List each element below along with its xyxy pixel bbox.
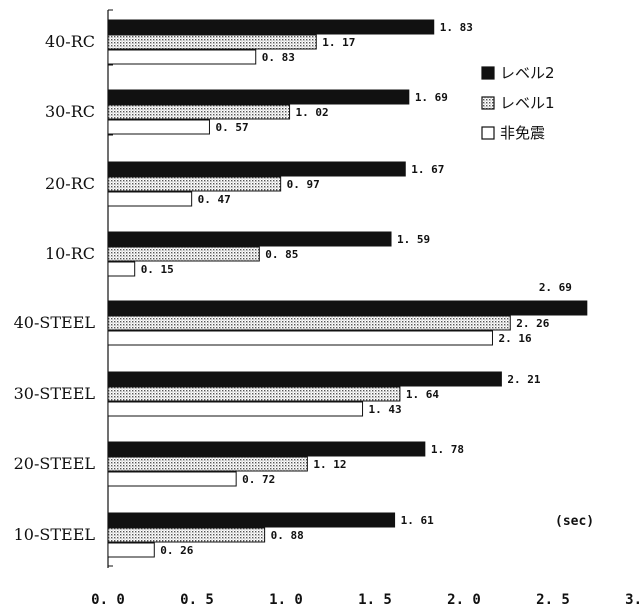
data-label: 0. 83 — [262, 51, 295, 64]
data-label: 1. 83 — [440, 21, 473, 34]
data-label: 1. 12 — [313, 458, 346, 471]
data-label: 0. 26 — [160, 544, 193, 557]
bar — [107, 386, 401, 402]
data-label: 1. 64 — [406, 388, 439, 401]
data-label: 2. 21 — [507, 373, 540, 386]
bar — [107, 300, 588, 316]
data-label: 0. 97 — [287, 178, 320, 191]
data-label: 1. 67 — [411, 163, 444, 176]
legend-swatch — [481, 126, 495, 140]
bars — [107, 19, 588, 558]
bar — [107, 104, 291, 120]
bar — [107, 330, 493, 346]
data-label: 2. 26 — [516, 317, 549, 330]
bar — [107, 176, 282, 192]
legend: レベル2 レベル1 非免震 — [481, 64, 555, 142]
bar — [107, 527, 266, 543]
bar — [107, 371, 502, 387]
x-tick-label: 1. 5 — [358, 592, 392, 608]
legend-label: レベル1 — [500, 94, 555, 112]
category-label: 20-STEEL — [14, 454, 96, 473]
data-label: 1. 78 — [431, 443, 464, 456]
data-label: 0. 88 — [271, 529, 304, 542]
category-label: 10-RC — [45, 244, 95, 263]
x-tick-label: 2. 5 — [536, 592, 570, 608]
bar — [107, 456, 308, 472]
bar — [107, 471, 237, 487]
data-label: 1. 43 — [369, 403, 402, 416]
bar — [107, 49, 257, 65]
bar — [107, 441, 426, 457]
labels: 40-RC 1. 83 1. 17 0. 83 30-RC 1. 69 1. 02 0. 57… — [14, 21, 572, 557]
bar — [107, 161, 406, 177]
data-label: 0. 72 — [242, 473, 275, 486]
bar — [107, 246, 260, 262]
category-label: 30-STEEL — [14, 384, 96, 403]
category-label: 20-RC — [45, 174, 95, 193]
legend-swatch — [481, 96, 495, 110]
data-label: 1. 02 — [296, 106, 329, 119]
data-label: 2. 69 — [539, 281, 572, 294]
data-label: 0. 85 — [265, 248, 298, 261]
x-tick-label: 3. 0 — [625, 592, 642, 608]
legend-label: レベル2 — [500, 64, 555, 82]
category-label: 40-RC — [45, 32, 95, 51]
data-label: 1. 61 — [401, 514, 434, 527]
data-label: 0. 47 — [198, 193, 231, 206]
axis: 0. 0 0. 5 1. 0 1. 5 2. 0 2. 5 3. 0 — [91, 9, 642, 608]
data-label: 1. 59 — [397, 233, 430, 246]
bar — [107, 401, 364, 417]
x-tick-label: 1. 0 — [269, 592, 303, 608]
legend-swatch — [481, 66, 495, 80]
bar — [107, 119, 210, 135]
data-label: 1. 69 — [415, 91, 448, 104]
category-label: 30-RC — [45, 102, 95, 121]
bar — [107, 315, 511, 331]
category-label: 10-STEEL — [14, 525, 96, 544]
bar — [107, 261, 136, 277]
x-tick-label: 0. 5 — [180, 592, 214, 608]
data-label: 1. 17 — [322, 36, 355, 49]
x-tick-label: 2. 0 — [447, 592, 481, 608]
bar — [107, 19, 435, 35]
x-tick-label: 0. 0 — [91, 592, 125, 608]
bar — [107, 542, 155, 558]
data-label: 0. 15 — [141, 263, 174, 276]
bar — [107, 231, 392, 247]
unit-label: (sec) — [555, 514, 594, 529]
category-label: 40-STEEL — [14, 313, 96, 332]
bar — [107, 512, 396, 528]
legend-label: 非免震 — [500, 124, 545, 142]
data-label: 0. 57 — [215, 121, 248, 134]
data-label: 2. 16 — [498, 332, 531, 345]
bar — [107, 191, 193, 207]
bar — [107, 34, 317, 50]
bar — [107, 89, 410, 105]
